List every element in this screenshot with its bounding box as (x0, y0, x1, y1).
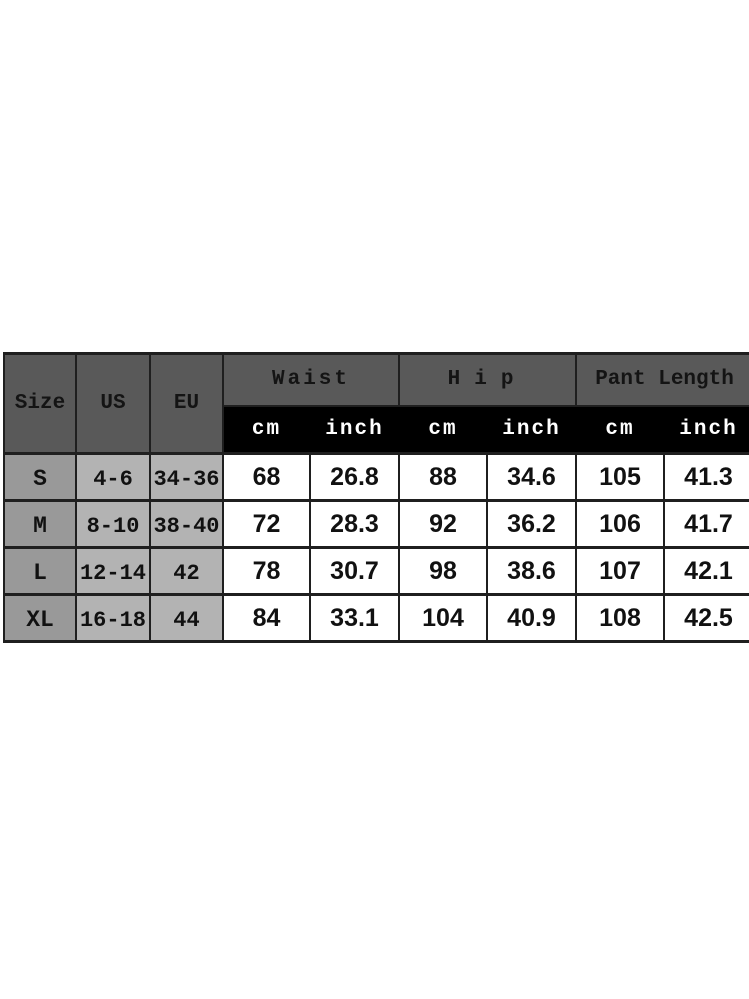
size-cell: M (3, 499, 77, 549)
table-row-s: S 4-6 34-36 68 26.8 88 34.6 105 41.3 (3, 452, 749, 502)
column-header-size: Size (3, 352, 77, 455)
unit-header-pant-inch: inch (663, 404, 749, 455)
size-cell: S (3, 452, 77, 502)
pant-cm-cell: 108 (575, 593, 666, 643)
waist-inch-cell: 30.7 (308, 546, 401, 596)
column-group-waist: Waist (221, 352, 401, 407)
waist-inch-cell: 26.8 (308, 452, 401, 502)
waist-inch-cell: 33.1 (308, 593, 401, 643)
pant-cm-cell: 107 (575, 546, 666, 596)
hip-inch-cell: 36.2 (486, 499, 578, 549)
eu-cell: 34-36 (149, 452, 224, 502)
pant-inch-cell: 41.3 (663, 452, 749, 502)
us-cell: 12-14 (75, 546, 151, 596)
column-group-hip: Hip (398, 352, 578, 407)
us-cell: 8-10 (75, 499, 151, 549)
waist-cm-cell: 84 (222, 593, 311, 643)
hip-cm-cell: 98 (398, 546, 489, 596)
eu-cell: 42 (149, 546, 224, 596)
waist-inch-cell: 28.3 (308, 499, 401, 549)
size-cell: L (3, 546, 77, 596)
unit-header-pant-cm: cm (575, 404, 666, 455)
column-header-eu: EU (149, 352, 224, 455)
size-chart-table: Size US EU Waist Hip Pant Length cm inch… (3, 352, 749, 643)
pant-inch-cell: 41.7 (663, 499, 749, 549)
header-row-groups: Size US EU Waist Hip Pant Length (3, 352, 749, 455)
waist-cm-cell: 72 (222, 499, 311, 549)
unit-header-hip-cm: cm (398, 404, 489, 455)
waist-cm-cell: 68 (222, 452, 311, 502)
hip-cm-cell: 104 (398, 593, 489, 643)
column-group-pant-length: Pant Length (575, 352, 749, 407)
unit-header-hip-inch: inch (486, 404, 578, 455)
hip-inch-cell: 34.6 (486, 452, 578, 502)
waist-cm-cell: 78 (222, 546, 311, 596)
size-cell: XL (3, 593, 77, 643)
header-row-units: cm inch cm inch cm inch (4, 404, 749, 455)
pant-cm-cell: 106 (575, 499, 666, 549)
pant-inch-cell: 42.1 (663, 546, 749, 596)
pant-inch-cell: 42.5 (663, 593, 749, 643)
us-cell: 16-18 (75, 593, 151, 643)
table-row-l: L 12-14 42 78 30.7 98 38.6 107 42.1 (3, 546, 749, 596)
eu-cell: 44 (149, 593, 224, 643)
pant-cm-cell: 105 (575, 452, 666, 502)
eu-cell: 38-40 (149, 499, 224, 549)
hip-inch-cell: 40.9 (486, 593, 578, 643)
table-row-xl: XL 16-18 44 84 33.1 104 40.9 108 42.5 (3, 593, 749, 643)
column-header-us: US (75, 352, 151, 455)
us-cell: 4-6 (75, 452, 151, 502)
unit-header-waist-cm: cm (222, 404, 311, 455)
unit-header-waist-inch: inch (308, 404, 401, 455)
hip-inch-cell: 38.6 (486, 546, 578, 596)
hip-cm-cell: 92 (398, 499, 489, 549)
table-row-m: M 8-10 38-40 72 28.3 92 36.2 106 41.7 (3, 499, 749, 549)
hip-cm-cell: 88 (398, 452, 489, 502)
